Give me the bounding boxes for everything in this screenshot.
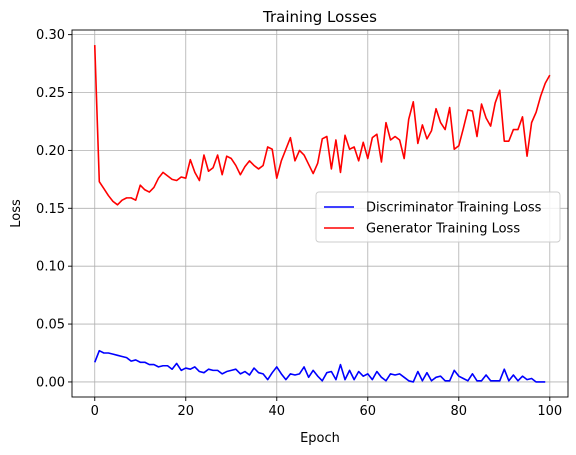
y-tick-label: 0.15: [36, 202, 65, 217]
series-layer: [93, 45, 551, 383]
x-axis-label: Epoch: [300, 431, 340, 446]
x-tick-label: 0: [91, 404, 99, 419]
discriminator-loss-line: [94, 349, 546, 383]
y-axis-label: Loss: [9, 199, 24, 228]
tick-layer: 0 20 40 60 80 100 0.00 0.05 0.10 0.15 0.20 0.25 0.30: [36, 28, 562, 419]
x-tick-label: 80: [451, 404, 468, 419]
y-tick-label: 0.20: [36, 144, 65, 159]
y-tick-label: 0.05: [36, 318, 65, 333]
generator-loss-line: [93, 45, 551, 206]
x-tick-label: 60: [360, 404, 377, 419]
legend-label-generator: Generator Training Loss: [366, 222, 520, 237]
x-tick-label: 20: [177, 404, 194, 419]
y-tick-label: 0.25: [36, 86, 65, 101]
x-tick-label: 100: [537, 404, 562, 419]
y-tick-label: 0.00: [36, 375, 65, 390]
plot-frame: [71, 29, 569, 398]
legend-label-discriminator: Discriminator Training Loss: [366, 201, 542, 216]
x-tick-label: 40: [268, 404, 285, 419]
legend-box: [315, 191, 561, 243]
legend: Discriminator Training Loss Generator Tr…: [315, 191, 561, 243]
y-tick-label: 0.10: [36, 260, 65, 275]
chart-title: Training Losses: [262, 8, 377, 26]
y-tick-label: 0.30: [36, 28, 65, 43]
